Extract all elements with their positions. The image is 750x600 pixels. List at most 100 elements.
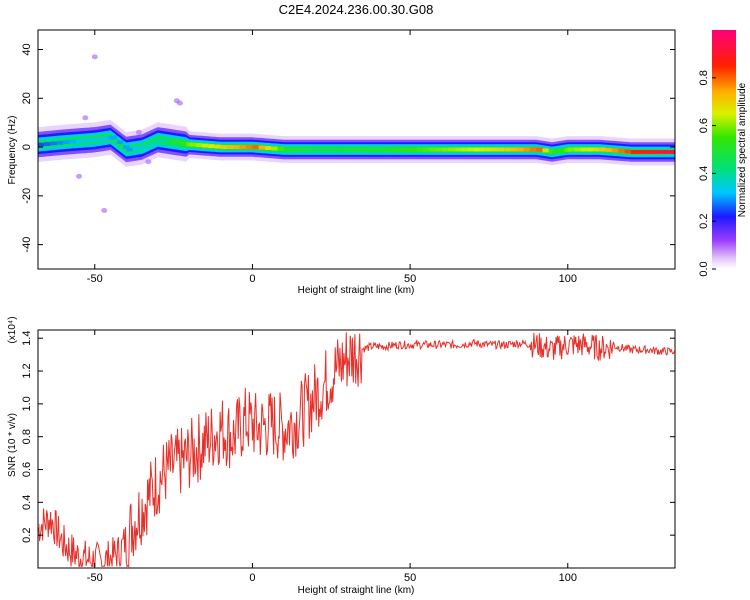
spectrogram-ridge-cell [132,146,139,151]
spectrogram-ridge-cell [179,141,187,146]
snr-y-tick-label: 1.0 [21,396,33,411]
spectrogram-ticks: -50 0 50 100 -40 -20 0 20 40 [21,30,675,285]
spectrogram-ridge-cell [529,147,537,152]
spectrogram-ridge-cell [173,140,180,145]
spectrogram-ridge-cell [271,146,278,151]
spectrogram-ridge-cell [599,147,606,152]
spectrogram-ridge-cell [605,148,612,152]
snr-y-tick-label: 0.4 [21,495,33,510]
spectrogram-blob-3 [91,54,98,60]
spectrogram-ridge-cell [580,147,587,152]
spectrogram-x-tick-label: 50 [404,273,416,285]
colorbar: 0.0 0.2 0.4 0.6 0.8 Normalized spectral ampl… [698,30,748,277]
spectrogram-ridge-cell [492,147,499,152]
colorbar-tick-label: 0.6 [698,118,710,133]
spectrogram-ridge-cell [504,147,512,152]
colorbar-tick-label: 0.4 [698,166,710,181]
spectrogram-ridge-cell [252,145,259,150]
snr-ticks: -50 0 50 100 0.2 0.4 0.6 0.8 1.0 1.2 1.4 [21,330,675,584]
spectrogram-ridge-cell [148,142,155,147]
spectrogram-ridge-cell [50,141,57,146]
spectrogram-ridge-cell [296,147,303,152]
spectrogram-ridge-cell [101,136,108,141]
spectrogram-ridge-cell [643,149,650,154]
spectrogram-ridge-cell [378,147,385,152]
spectrogram-layer [38,54,675,213]
spectrogram-ridge-cell [69,139,76,144]
spectrogram-y-axis-label: Frequency (Hz) [7,116,18,185]
colorbar-tick-label: 0.2 [698,214,710,229]
spectrogram-ridge-cell [246,145,253,150]
spectrogram-ridge-cell [258,145,266,150]
spectrogram-x-tick-label: -50 [87,273,103,285]
spectrogram-ridge-cell [239,145,247,150]
spectrogram-x-axis-label: Height of straight line (km) [298,285,415,296]
snr-y-multiplier: (x10⁴) [7,316,18,343]
figure-title: C2E4.2024.236.00.30.G08 [279,2,434,17]
spectrogram-ridge-cell [391,147,398,152]
colorbar-label: Normalized spectral amplitude [737,82,748,217]
colorbar-tick-label: 0.0 [698,261,710,276]
spectrogram-ridge-cell [429,147,436,152]
spectrogram-ridge-cell [38,142,45,147]
spectrogram-ridge-cell [142,145,149,150]
spectrogram-ridge-cell [220,145,228,150]
spectrogram-ridge-cell [315,147,322,152]
spectrogram-ridge-cell [359,147,366,152]
spectrogram-ridge-cell [170,139,177,144]
spectrogram-x-tick-label: 0 [249,273,255,285]
colorbar-ticks: 0.0 0.2 0.4 0.6 0.8 [698,70,716,277]
spectrogram-y-tick-label: 40 [21,43,33,55]
spectrogram-ridge-cell [447,147,455,152]
spectrogram-ridge-cell [473,147,480,152]
spectrogram-ridge-cell [365,147,373,152]
snr-y-tick-label: 1.4 [21,331,33,346]
spectrogram-blob-1 [173,98,180,104]
spectrogram-ridge-cell [630,149,638,154]
spectrogram-blob-6 [145,159,152,165]
spectrogram-ridge-cell [302,147,310,152]
colorbar-tick-label: 0.8 [698,70,710,85]
spectrogram-ridge-cell [441,147,448,152]
spectrogram-ridge-cell [277,147,284,151]
spectrogram-y-tick-label: 0 [21,144,33,150]
spectrogram-ridge-cell [56,140,64,145]
snr-y-axis-label: SNR (10 * v/v) [7,413,18,477]
spectrogram-ridge-cell [126,147,133,152]
spectrogram-x-tick-label: 100 [559,273,577,285]
spectrogram-blob-2 [101,207,108,213]
spectrogram-ridge-cell [353,147,360,152]
spectrogram-ridge-cell [189,142,196,147]
colorbar-gradient [712,30,736,269]
spectrogram-frame [37,29,676,270]
spectrogram-ridge-cell [157,137,165,142]
spectrogram-ridge-cell [123,145,130,150]
spectrogram-ridge-cell [624,149,631,154]
spectrogram-ridge-cell [574,147,581,152]
spectrogram-ridge-cell [384,147,392,152]
spectrogram-ridge-cell [422,147,430,152]
spectrogram-ridge-cell [656,149,663,154]
spectrogram-ridge-cell [195,143,202,148]
spectrogram-ridge-cell [372,147,379,152]
spectrogram-ridge-cell [265,146,272,150]
spectrogram-ridge-cell [435,147,442,152]
spectrogram-ridge-cell [479,147,486,152]
spectrogram-y-tick-label: -20 [21,188,33,204]
spectrogram-ridge-cell [523,147,530,152]
spectrogram-ridge-cell [649,149,657,154]
snr-layer [38,332,675,568]
spectrogram-ridge-cell [662,149,669,154]
spectrogram-ridge-cell [233,145,240,150]
snr-y-tick-label: 0.8 [21,429,33,444]
spectrogram-ridge-cell [485,147,493,152]
spectrogram-ridge-cell [416,147,423,152]
spectrogram-ridge-cell [283,147,291,152]
snr-x-tick-label: 50 [404,572,416,584]
spectrogram-ridge-cell [593,147,600,152]
snr-x-axis-label: Height of straight line (km) [298,585,415,596]
spectrogram-y-tick-label: -40 [21,237,33,253]
spectrogram-ridge-cell [63,140,70,145]
spectrogram-ridge-cell [82,138,89,143]
